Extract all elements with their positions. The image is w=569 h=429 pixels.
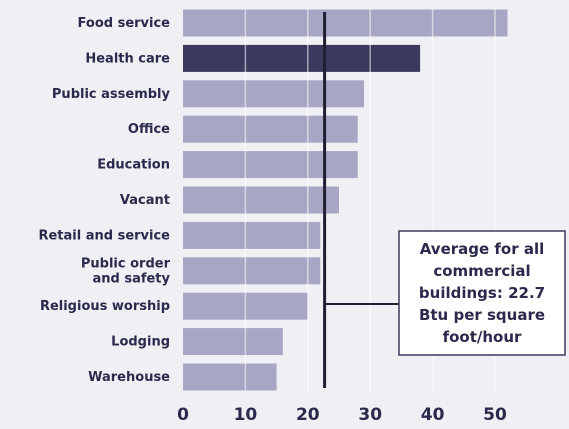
bar-warehouse	[183, 363, 277, 391]
category-label: Public order and safety	[81, 256, 171, 286]
annotation-text: Average for all commercial buildings: 22.7…	[419, 240, 545, 346]
category-label: Health care	[85, 51, 170, 66]
category-label: Religious worship	[40, 299, 170, 314]
category-label: Office	[128, 122, 170, 137]
category-label: Lodging	[111, 334, 170, 349]
bar-public-assembly	[183, 80, 364, 108]
x-tick-label-20: 20	[296, 405, 320, 425]
x-tick-labels: 0 10 20 30 40 50	[177, 405, 507, 425]
bar-vacant	[183, 186, 339, 214]
x-tick-label-10: 10	[234, 405, 258, 425]
reference-annotation: Average for all commercial buildings: 22.7…	[324, 230, 566, 356]
bar-lodging	[183, 328, 283, 356]
x-tick-label-40: 40	[421, 405, 445, 425]
x-tick-label-50: 50	[483, 405, 507, 425]
bar-retail-and-service	[183, 221, 321, 249]
bar-health-care	[183, 44, 421, 72]
bar-food-service	[183, 9, 508, 37]
x-tick-label-30: 30	[358, 405, 382, 425]
bars-group	[183, 9, 508, 391]
category-label: Public assembly	[52, 86, 171, 101]
category-label: Vacant	[120, 193, 170, 208]
category-labels: Food service Health care Public assembly Of…	[38, 16, 170, 385]
category-label: Food service	[78, 16, 171, 31]
category-label: Retail and service	[38, 228, 170, 243]
annotation-box	[398, 230, 566, 356]
category-label: Warehouse	[88, 370, 170, 385]
bar-education	[183, 151, 358, 179]
bar-public-order-and-safety	[183, 257, 321, 285]
x-tick-label-0: 0	[177, 405, 189, 425]
category-label: Education	[97, 157, 170, 172]
bar-office	[183, 115, 358, 143]
